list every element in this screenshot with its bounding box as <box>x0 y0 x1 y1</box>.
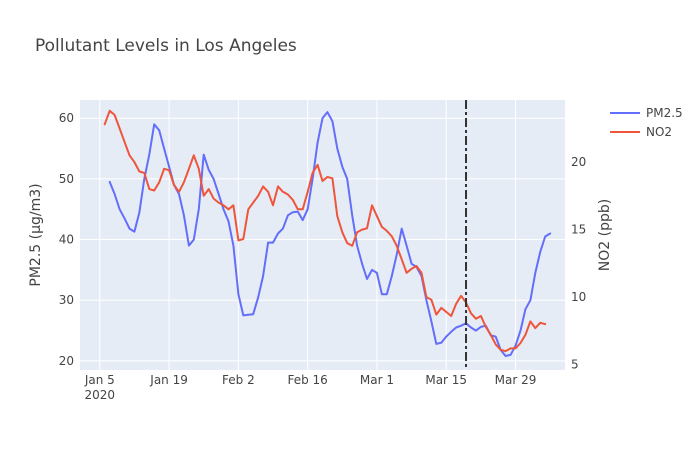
y-axis-left-ticks: 20 30 40 50 60 <box>59 111 74 368</box>
legend-label: NO2 <box>646 125 672 139</box>
y-right-tick-label: 10 <box>571 290 586 304</box>
x-tick-label: Mar 29 <box>495 373 537 387</box>
y-left-tick-label: 20 <box>59 354 74 368</box>
x-tick-label: Mar 1 <box>360 373 394 387</box>
y-left-tick-label: 40 <box>59 233 74 247</box>
series-line-pm25 <box>108 111 552 357</box>
legend-item[interactable]: PM2.5 <box>610 106 683 120</box>
x-tick-label: Feb 16 <box>287 373 327 387</box>
x-tick-label: Jan 5 <box>84 373 115 387</box>
legend: PM2.5 NO2 <box>610 106 683 139</box>
y-axis-left-label: PM2.5 (μg/m3) <box>28 183 44 286</box>
legend-item[interactable]: NO2 <box>610 125 672 139</box>
plot-area <box>80 100 565 370</box>
x-tick-sublabel: 2020 <box>85 388 116 402</box>
x-tick-label: Jan 19 <box>149 373 188 387</box>
y-right-tick-label: 15 <box>571 223 586 237</box>
y-left-tick-label: 30 <box>59 293 74 307</box>
x-tick-label: Feb 2 <box>222 373 255 387</box>
y-left-tick-label: 60 <box>59 111 74 125</box>
x-tick-label: Mar 15 <box>425 373 467 387</box>
chart-title: Pollutant Levels in Los Angeles <box>35 36 297 56</box>
y-axis-right-ticks: 5 10 15 20 <box>571 155 586 372</box>
y-left-tick-label: 50 <box>59 172 74 186</box>
legend-label: PM2.5 <box>646 106 683 120</box>
y-axis-right-label: NO2 (ppb) <box>597 199 613 271</box>
series-layer <box>103 109 552 357</box>
series-line-no2 <box>103 109 547 353</box>
y-right-tick-label: 5 <box>571 358 579 372</box>
y-right-tick-label: 20 <box>571 155 586 169</box>
